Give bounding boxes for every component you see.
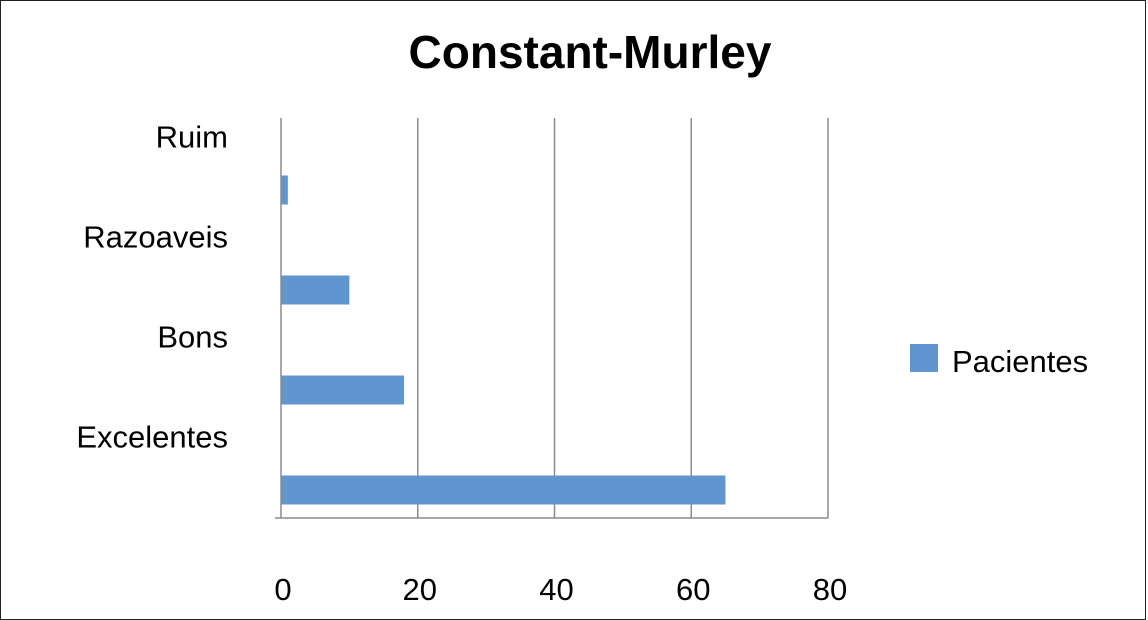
chart-title: Constant-Murley bbox=[409, 26, 772, 78]
x-tick-label: 20 bbox=[403, 572, 437, 607]
category-label: Bons bbox=[157, 320, 228, 355]
x-tick-labels: 0 20 40 60 80 bbox=[274, 572, 847, 607]
legend-label: Pacientes bbox=[952, 344, 1088, 379]
gridlines bbox=[417, 118, 829, 518]
bar-razoaveis bbox=[281, 275, 350, 305]
category-label: Razoaveis bbox=[83, 220, 228, 255]
bar-ruim bbox=[281, 175, 288, 205]
x-tick-label: 60 bbox=[676, 572, 710, 607]
category-labels: Ruim Razoaveis Bons Excelentes bbox=[76, 120, 228, 455]
axes bbox=[275, 118, 828, 519]
bar-excelentes bbox=[281, 475, 726, 505]
bars bbox=[281, 175, 726, 505]
legend: Pacientes bbox=[910, 344, 1088, 379]
x-tick-label: 80 bbox=[813, 572, 847, 607]
bar-bons bbox=[281, 375, 405, 405]
x-tick-label: 40 bbox=[539, 572, 573, 607]
x-tick-label: 0 bbox=[274, 572, 291, 607]
legend-swatch bbox=[910, 344, 938, 372]
category-label: Excelentes bbox=[76, 420, 228, 455]
category-label: Ruim bbox=[156, 120, 228, 155]
